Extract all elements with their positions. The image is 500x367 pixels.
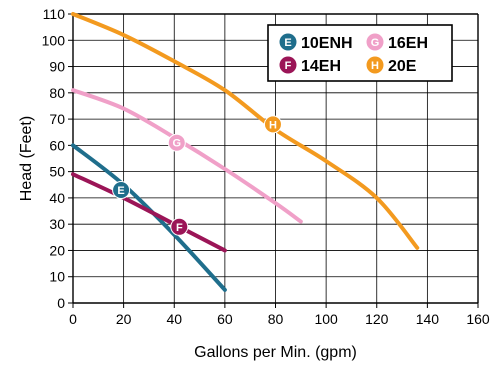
x-tick-label: 40 xyxy=(166,311,182,327)
y-tick-label: 60 xyxy=(49,137,65,153)
marker-letter: G xyxy=(173,138,182,150)
legend-label: 16EH xyxy=(388,35,428,52)
marker-letter: E xyxy=(117,185,124,197)
legend-entry-10ENH: E 10ENH xyxy=(279,33,353,52)
y-tick-label: 40 xyxy=(49,190,65,206)
legend: E 10ENH G 16EH F 14EH H 20E xyxy=(267,24,453,82)
series-line-16EH xyxy=(71,88,303,224)
series-lines xyxy=(71,12,420,292)
legend-marker-letter: E xyxy=(284,37,291,49)
series-marker-10ENH: E xyxy=(112,181,131,200)
series-marker-20E: H xyxy=(263,115,282,134)
y-tick-label: 30 xyxy=(49,216,65,232)
x-tick-label: 20 xyxy=(116,311,132,327)
marker-circle xyxy=(112,181,131,200)
x-tick-label: 160 xyxy=(466,311,490,327)
y-tick-label: 90 xyxy=(49,59,65,75)
tick-labels: 0 20 40 60 80 100 120 140 160 0 10 20 30 40 50 60 70 80 90… xyxy=(42,6,490,327)
legend-marker-circle xyxy=(279,33,297,51)
marker-letter: H xyxy=(269,119,277,131)
x-tick-label: 100 xyxy=(314,311,338,327)
series-marker-16EH: G xyxy=(167,133,186,152)
marker-circle xyxy=(170,217,189,236)
legend-marker-letter: F xyxy=(285,60,292,72)
legend-label: 20E xyxy=(388,58,417,75)
legend-marker-circle xyxy=(279,56,297,74)
x-axis-label: Gallons per Min. (gpm) xyxy=(194,344,357,361)
legend-entry-16EH: G 16EH xyxy=(366,33,428,52)
legend-marker-circle xyxy=(366,56,384,74)
x-tick-label: 140 xyxy=(416,311,440,327)
marker-circle xyxy=(167,133,186,152)
legend-marker-letter: G xyxy=(371,37,380,49)
legend-label: 10ENH xyxy=(301,35,353,52)
series-line-20E xyxy=(71,12,420,250)
marker-letter: F xyxy=(176,222,183,234)
x-tick-label: 120 xyxy=(365,311,389,327)
series-markers: E F G H xyxy=(112,115,282,236)
y-axis-label: Head (Feet) xyxy=(18,116,35,201)
legend-marker-letter: H xyxy=(371,60,379,72)
legend-box xyxy=(267,24,453,82)
series-line-14EH xyxy=(71,172,227,253)
y-tick-label: 50 xyxy=(49,164,65,180)
series-marker-14EH: F xyxy=(170,217,189,236)
legend-label: 14EH xyxy=(301,58,341,75)
y-tick-label: 10 xyxy=(49,269,65,285)
x-tick-label: 0 xyxy=(69,311,77,327)
x-tick-label: 60 xyxy=(217,311,233,327)
series-line-10ENH xyxy=(71,143,227,292)
y-tick-label: 20 xyxy=(49,242,65,258)
y-tick-label: 80 xyxy=(49,85,65,101)
legend-entry-20E: H 20E xyxy=(366,56,417,75)
y-tick-label: 0 xyxy=(57,295,65,311)
y-tick-label: 100 xyxy=(42,32,66,48)
x-tick-label: 80 xyxy=(268,311,284,327)
y-tick-label: 110 xyxy=(43,6,66,22)
y-tick-label: 70 xyxy=(49,111,65,127)
legend-marker-circle xyxy=(366,33,384,51)
legend-entry-14EH: F 14EH xyxy=(279,56,341,75)
marker-circle xyxy=(263,115,282,134)
